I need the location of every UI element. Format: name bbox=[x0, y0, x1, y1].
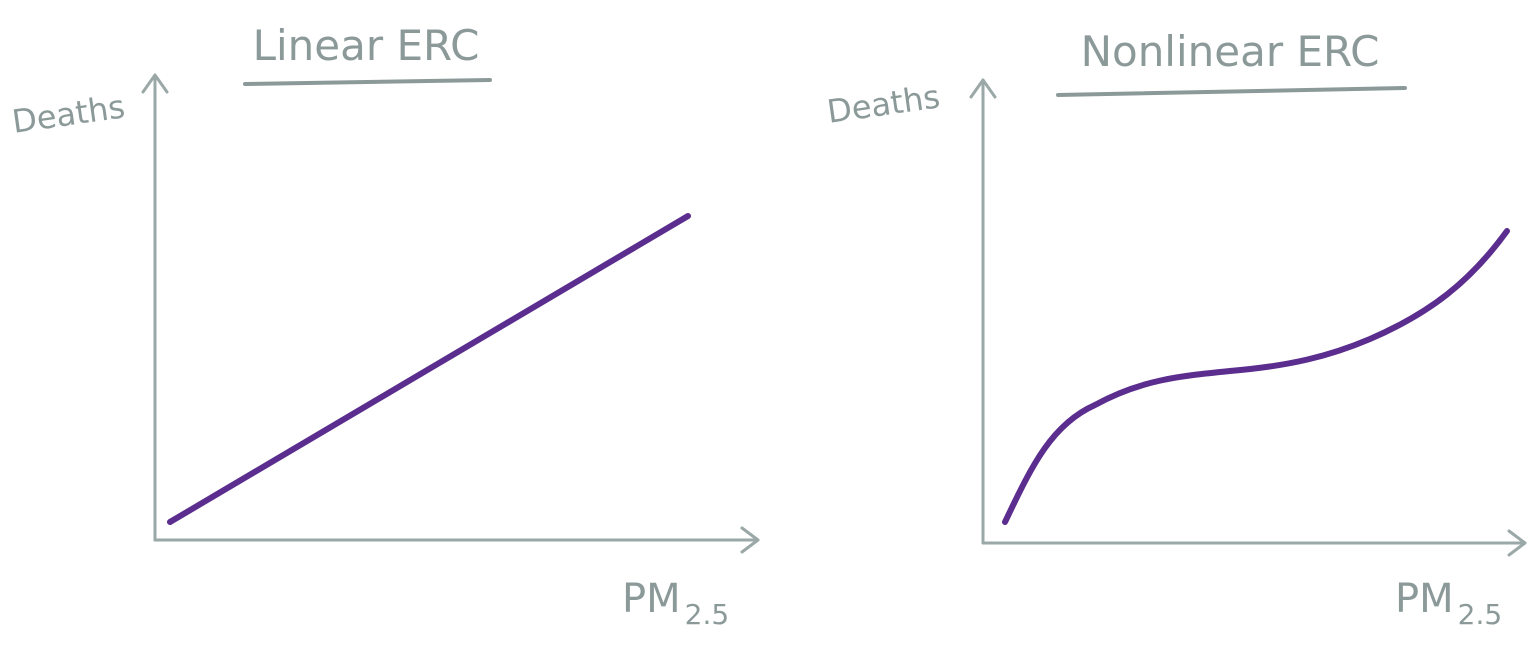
x-axis-label-main: PM bbox=[1395, 576, 1454, 622]
nonlinear-curve bbox=[1002, 228, 1510, 525]
linear-curve bbox=[167, 213, 691, 525]
panel-linear: Linear ERC Deaths PM 2.5 bbox=[10, 21, 760, 631]
x-axis bbox=[153, 526, 760, 554]
y-axis bbox=[141, 73, 169, 542]
x-axis-label-main: PM bbox=[622, 576, 681, 622]
x-axis-label: PM 2.5 bbox=[622, 576, 729, 631]
title-underline bbox=[1056, 86, 1407, 97]
y-axis-label: Deaths bbox=[10, 87, 128, 140]
y-axis bbox=[969, 78, 997, 545]
panel-title: Linear ERC bbox=[253, 21, 480, 70]
panel-nonlinear: Nonlinear ERC Deaths PM 2.5 bbox=[825, 27, 1527, 631]
x-axis-label: PM 2.5 bbox=[1395, 576, 1502, 631]
x-axis-label-subscript: 2.5 bbox=[685, 598, 730, 631]
x-axis-label-subscript: 2.5 bbox=[1458, 598, 1503, 631]
y-axis-label: Deaths bbox=[825, 77, 943, 130]
title-underline bbox=[243, 78, 492, 86]
x-axis bbox=[981, 529, 1527, 557]
panel-title: Nonlinear ERC bbox=[1081, 27, 1380, 76]
